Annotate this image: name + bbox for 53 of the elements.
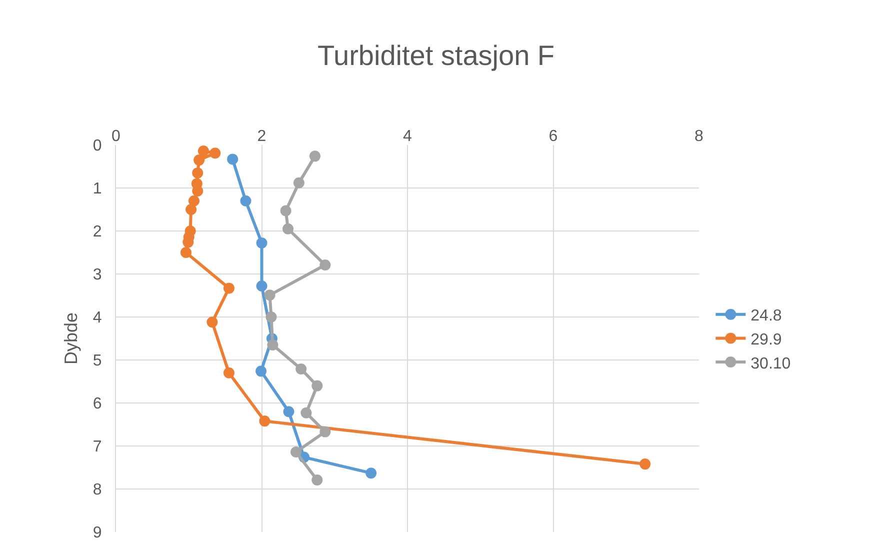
x-tick-label: 0 xyxy=(112,128,121,145)
point xyxy=(312,474,323,486)
point xyxy=(280,205,292,216)
point xyxy=(259,416,270,427)
point xyxy=(256,366,267,377)
point xyxy=(194,154,205,166)
y-tick-label: 7 xyxy=(92,438,102,456)
x-tick-label: 2 xyxy=(257,128,266,145)
point xyxy=(256,280,268,292)
y-tick-label: 3 xyxy=(92,266,102,284)
y-tick-label: 8 xyxy=(92,482,102,499)
point xyxy=(264,290,276,301)
point xyxy=(300,407,312,418)
point xyxy=(198,146,209,157)
point xyxy=(293,177,304,188)
chart-title: Turbiditet stasjon F xyxy=(317,40,555,71)
legend-label: 30.10 xyxy=(750,355,791,372)
point xyxy=(192,167,204,178)
point xyxy=(309,150,320,162)
point xyxy=(320,426,331,438)
y-tick-label: 9 xyxy=(92,524,102,542)
point xyxy=(282,223,294,234)
y-axis-title: Dybde xyxy=(61,312,82,365)
point xyxy=(180,247,192,258)
point xyxy=(240,195,252,206)
y-tick-label: 4 xyxy=(92,310,102,327)
point xyxy=(267,339,278,350)
x-tick-label: 6 xyxy=(548,128,558,145)
point xyxy=(223,282,234,294)
point xyxy=(283,406,294,418)
x-tick-label: 8 xyxy=(694,128,704,145)
point xyxy=(206,316,218,328)
y-tick-label: 2 xyxy=(92,224,102,241)
y-tick-label: 5 xyxy=(92,352,102,370)
point xyxy=(296,364,307,375)
point xyxy=(223,367,234,378)
legend-label: 29.9 xyxy=(750,331,782,348)
point xyxy=(186,204,197,215)
y-tick-label: 1 xyxy=(92,180,102,198)
point xyxy=(290,446,302,458)
point xyxy=(227,154,238,165)
point xyxy=(188,195,200,206)
point xyxy=(256,238,268,249)
point xyxy=(312,380,323,392)
point xyxy=(366,468,377,479)
point xyxy=(640,458,651,470)
point xyxy=(192,186,204,197)
x-tick-label: 4 xyxy=(403,128,412,145)
point xyxy=(210,148,221,159)
legend-label: 24.8 xyxy=(750,308,782,325)
point xyxy=(320,259,331,270)
y-tick-label: 6 xyxy=(92,396,102,413)
point xyxy=(266,312,277,322)
